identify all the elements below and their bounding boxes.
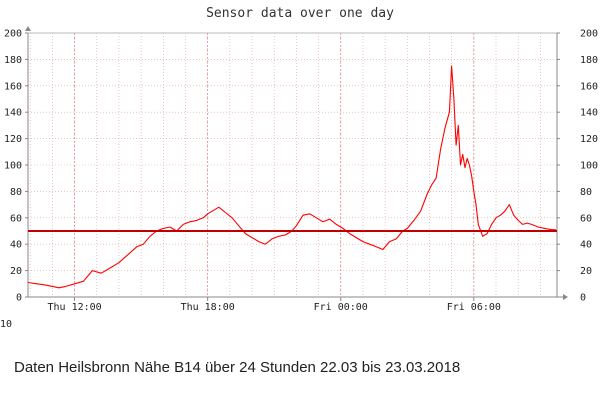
- chart-title: Sensor data over one day: [206, 6, 394, 21]
- y-tick-label: 0: [16, 293, 22, 304]
- y-tick-label-right: 180: [580, 55, 598, 66]
- y-tick-label-right: 0: [580, 293, 586, 304]
- y-tick-label: 180: [4, 55, 22, 66]
- y-tick-label: 120: [4, 134, 22, 145]
- y-tick-label: 160: [4, 81, 22, 92]
- y-tick-label-right: 200: [580, 29, 598, 40]
- y-tick-label: 100: [4, 161, 22, 172]
- series-layer: [27, 65, 556, 289]
- y-tick-label-right: 60: [580, 213, 592, 224]
- chart-caption: Daten Heilsbronn Nähe B14 über 24 Stunde…: [14, 359, 461, 376]
- x-tick-label: Fri 00:00: [314, 302, 368, 313]
- x-tick-label: Thu 12:00: [47, 302, 101, 313]
- legend-fragment: M10: [0, 319, 12, 330]
- sensor-chart: Sensor data over one day 0 20 40 60 80 100 120…: [0, 6, 598, 330]
- y-tick-label: 60: [10, 213, 22, 224]
- y-tick-label-right: 120: [580, 134, 598, 145]
- chart-axes: [25, 26, 568, 301]
- y-tick-labels-left: 0 20 40 60 80 100 120 140 160 180 200: [4, 29, 22, 304]
- x-tick-label: Fri 06:00: [447, 302, 501, 313]
- y-tick-label-right: 140: [580, 108, 598, 119]
- x-tick-labels: Thu 12:00 Thu 18:00 Fri 00:00 Fri 06:00: [47, 302, 500, 313]
- y-tick-label: 80: [10, 187, 22, 198]
- y-tick-label-right: 20: [580, 266, 592, 277]
- y-tick-label: 40: [10, 240, 22, 251]
- y-tick-labels-right: 0 20 40 60 80 100 120 140 160 180 200: [580, 29, 598, 304]
- y-tick-label-right: 160: [580, 81, 598, 92]
- y-tick-label: 20: [10, 266, 22, 277]
- y-axis-arrow: [25, 26, 31, 31]
- y-tick-label-right: 40: [580, 240, 592, 251]
- x-axis-arrow: [563, 294, 568, 300]
- y-tick-label-right: 100: [580, 161, 598, 172]
- y-tick-label: 140: [4, 108, 22, 119]
- series-line: [27, 65, 556, 289]
- y-tick-label: 200: [4, 29, 22, 40]
- chart-grid: [28, 32, 557, 298]
- x-tick-label: Thu 18:00: [181, 302, 235, 313]
- y-tick-label-right: 80: [580, 187, 592, 198]
